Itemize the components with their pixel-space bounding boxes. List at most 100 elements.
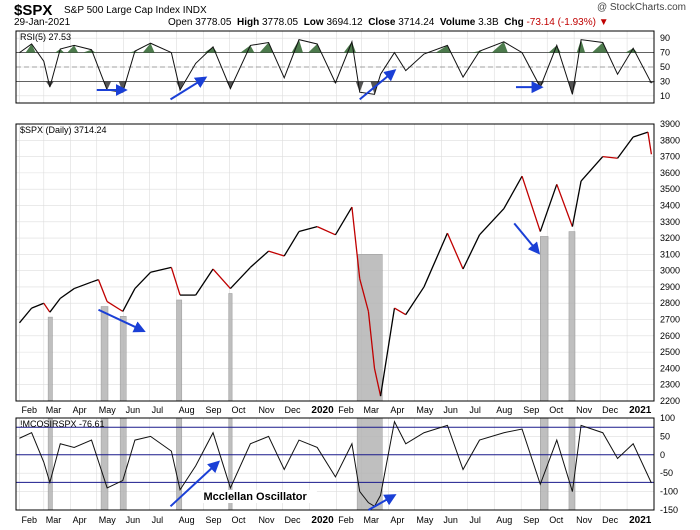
price-x-tick-label: Apr	[73, 405, 87, 415]
quote-date: 29-Jan-2021	[14, 17, 71, 28]
price-segment	[316, 226, 336, 236]
price-y-tick-label: 2800	[660, 298, 680, 308]
annotation-arrow	[169, 76, 208, 101]
rsi-overbought-fill	[625, 48, 638, 53]
price-y-tick-label: 3000	[660, 266, 680, 276]
price-segment	[446, 232, 464, 270]
oscillator-x-tick-label: Apr	[390, 515, 404, 525]
price-y-tick-label: 3400	[660, 200, 680, 210]
open-value: 3778.05	[195, 17, 232, 28]
highlight-period-price	[568, 231, 576, 402]
oscillator-x-tick-label: May	[416, 515, 434, 525]
oscillator-x-tick-label: Jul	[152, 515, 164, 525]
price-y-tick-label: 3500	[660, 184, 680, 194]
oscillator-x-tick-label: Oct	[549, 515, 564, 525]
rsi-overbought-fill	[128, 51, 139, 53]
price-segment	[571, 180, 582, 227]
price-segment	[367, 311, 376, 369]
price-x-tick-label: Mar	[46, 405, 62, 415]
price-x-tick-label: Jul	[152, 405, 164, 415]
price-segment	[647, 132, 653, 155]
price-x-tick-label: Sep	[205, 405, 221, 415]
annotation-arrow	[513, 222, 541, 255]
highlight-period-price	[119, 316, 127, 402]
price-y-tick-label: 3200	[660, 233, 680, 243]
price-y-tick-label: 3800	[660, 135, 680, 145]
rsi-y-tick-label: 10	[660, 91, 670, 101]
rsi-overbought-fill	[25, 43, 36, 53]
price-y-tick-label: 2400	[660, 363, 680, 373]
price-y-tick-label: 2900	[660, 282, 680, 292]
oscillator-x-tick-label: Mar	[363, 515, 379, 525]
price-y-tick-label: 2700	[660, 315, 680, 325]
price-y-tick-label: 3300	[660, 217, 680, 227]
exchange-label: INDX	[182, 5, 207, 16]
oscillator-x-tick-label: 2021	[629, 515, 652, 526]
oscillator-y-tick-label: 0	[660, 450, 665, 460]
highlight-period-price	[100, 306, 109, 402]
highlight-period-oscillator	[119, 417, 127, 511]
price-segment	[298, 226, 318, 233]
rsi-overbought-fill	[576, 39, 586, 53]
annotation-arrow	[98, 308, 146, 333]
low-value: 3694.12	[326, 17, 363, 28]
price-x-tick-label: May	[99, 405, 117, 415]
highlight-period-oscillator	[100, 417, 109, 511]
price-segment	[195, 268, 214, 296]
price-x-tick-label: Oct	[549, 405, 564, 415]
highlight-period-price	[176, 299, 183, 402]
close-label: Close	[368, 17, 396, 28]
highlight-period-price	[47, 316, 53, 402]
annotation-arrow	[169, 460, 221, 508]
rsi-panel-frame	[15, 30, 655, 104]
price-segment	[43, 302, 51, 313]
price-x-tick-label: Nov	[258, 405, 275, 415]
volume-value: 3.3B	[478, 17, 499, 28]
oscillator-x-tick-label: Aug	[496, 515, 512, 525]
ohlc-summary: Open 3778.05 High 3778.05 Low 3694.12 Cl…	[168, 17, 609, 28]
price-segment	[283, 231, 300, 257]
price-segment	[479, 208, 505, 236]
price-segment	[602, 155, 618, 159]
price-x-tick-label: Mar	[363, 405, 379, 415]
price-y-tick-label: 3900	[660, 119, 680, 129]
price-segment	[503, 175, 523, 210]
oscillator-line	[19, 420, 652, 508]
price-x-tick-label: Jul	[469, 405, 481, 415]
rsi-y-tick-label: 30	[660, 76, 670, 86]
price-x-tick-label: Dec	[284, 405, 301, 415]
annotation-arrow	[359, 69, 397, 101]
oscillator-y-tick-label: -100	[660, 487, 678, 497]
price-segment	[632, 131, 649, 138]
oscillator-x-tick-label: May	[99, 515, 117, 525]
rsi-line	[19, 39, 652, 95]
price-segment	[18, 307, 33, 324]
price-x-tick-label: 2021	[629, 405, 652, 416]
high-label: High	[236, 17, 260, 28]
oscillator-x-tick-label: Jul	[469, 515, 481, 525]
price-x-tick-label: Feb	[21, 405, 37, 415]
rsi-y-tick-label: 50	[660, 62, 670, 72]
oscillator-x-tick-label: Dec	[602, 515, 619, 525]
rsi-legend: RSI(5) 27.53	[20, 32, 71, 42]
rsi-overbought-fill	[240, 45, 255, 53]
oscillator-y-tick-label: 50	[660, 431, 670, 441]
rsi-overbought-fill	[67, 45, 79, 53]
security-name: S&P 500 Large Cap Index INDX	[64, 5, 207, 16]
price-panel-frame	[15, 123, 655, 402]
source-credit: @ StockCharts.com	[596, 2, 686, 13]
annotation-arrow	[367, 494, 397, 511]
rsi-overbought-fill	[291, 39, 303, 53]
price-x-tick-label: Apr	[390, 405, 404, 415]
close-value: 3714.24	[398, 17, 435, 28]
rsi-oversold-fill	[355, 81, 364, 93]
high-value: 3778.05	[261, 17, 299, 28]
down-triangle-icon: ▼	[598, 17, 609, 28]
price-x-tick-label: Sep	[523, 405, 539, 415]
rsi-overbought-fill	[82, 49, 96, 53]
price-segment	[462, 234, 481, 270]
price-segment	[268, 250, 285, 257]
highlight-period-price	[228, 293, 233, 402]
price-segment	[59, 288, 75, 299]
price-y-tick-label: 3700	[660, 152, 680, 162]
